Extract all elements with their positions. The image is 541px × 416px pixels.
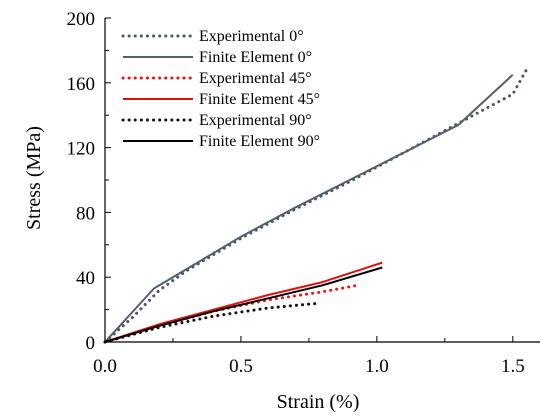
y-tick-label: 160 [67, 74, 96, 95]
legend-label-2: Finite Element 0° [199, 49, 312, 66]
x-tick-label: 0.5 [229, 356, 253, 377]
series-line-2 [104, 73, 514, 343]
x-tick-label: 1.5 [501, 356, 525, 377]
legend-label-5: Experimental 90° [199, 112, 312, 129]
y-tick-label: 120 [67, 139, 96, 160]
series-line-5 [103, 301, 322, 344]
y-tick-label: 200 [67, 9, 96, 30]
series-line-6 [104, 266, 383, 343]
y-axis: 0 40 80 120 160 200 [67, 9, 111, 354]
y-tick-label: 0 [86, 333, 96, 354]
x-axis-title: Strain (%) [277, 391, 360, 413]
x-tick-label: 1.0 [365, 356, 389, 377]
y-axis-title: Stress (MPa) [23, 126, 45, 230]
y-tick-label: 80 [76, 203, 95, 224]
series-line-4 [104, 261, 383, 343]
legend-label-4: Finite Element 45° [199, 91, 320, 108]
series-layer [103, 68, 528, 344]
legend-label-6: Finite Element 90° [199, 133, 320, 150]
legend: Experimental 0° Finite Element 0° Experime… [121, 28, 320, 150]
legend-label-1: Experimental 0° [199, 28, 304, 45]
y-tick-label: 40 [76, 268, 95, 289]
plot-frame [104, 18, 540, 343]
x-axis: 0.0 0.5 1.0 1.5 [93, 336, 525, 377]
series-line-1 [103, 68, 528, 344]
x-tick-label: 0.0 [93, 356, 117, 377]
legend-label-3: Experimental 45° [199, 70, 312, 87]
